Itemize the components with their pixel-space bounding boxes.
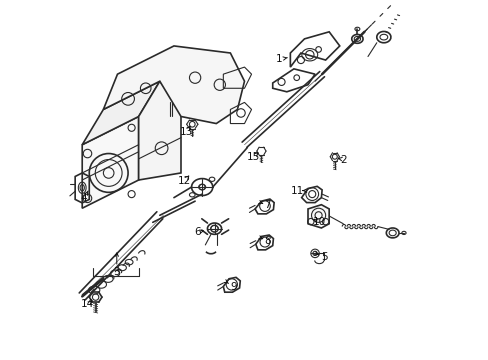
Polygon shape bbox=[139, 81, 181, 180]
Text: 2: 2 bbox=[340, 154, 346, 165]
Polygon shape bbox=[103, 46, 244, 123]
Polygon shape bbox=[82, 117, 139, 208]
Text: 5: 5 bbox=[320, 252, 327, 262]
Text: 14: 14 bbox=[81, 299, 94, 309]
Text: 13: 13 bbox=[180, 127, 193, 137]
Text: 8: 8 bbox=[264, 236, 270, 246]
Text: 10: 10 bbox=[312, 217, 325, 227]
Text: 6: 6 bbox=[194, 227, 200, 237]
Text: 7: 7 bbox=[264, 201, 270, 210]
Polygon shape bbox=[82, 81, 160, 145]
Text: 12: 12 bbox=[178, 176, 191, 186]
Text: 3: 3 bbox=[113, 267, 120, 278]
Text: 11: 11 bbox=[290, 186, 304, 195]
Text: 9: 9 bbox=[229, 282, 236, 292]
Text: 4: 4 bbox=[81, 193, 87, 203]
Text: 1: 1 bbox=[275, 54, 282, 64]
Polygon shape bbox=[307, 205, 328, 228]
Text: 15: 15 bbox=[246, 152, 259, 162]
